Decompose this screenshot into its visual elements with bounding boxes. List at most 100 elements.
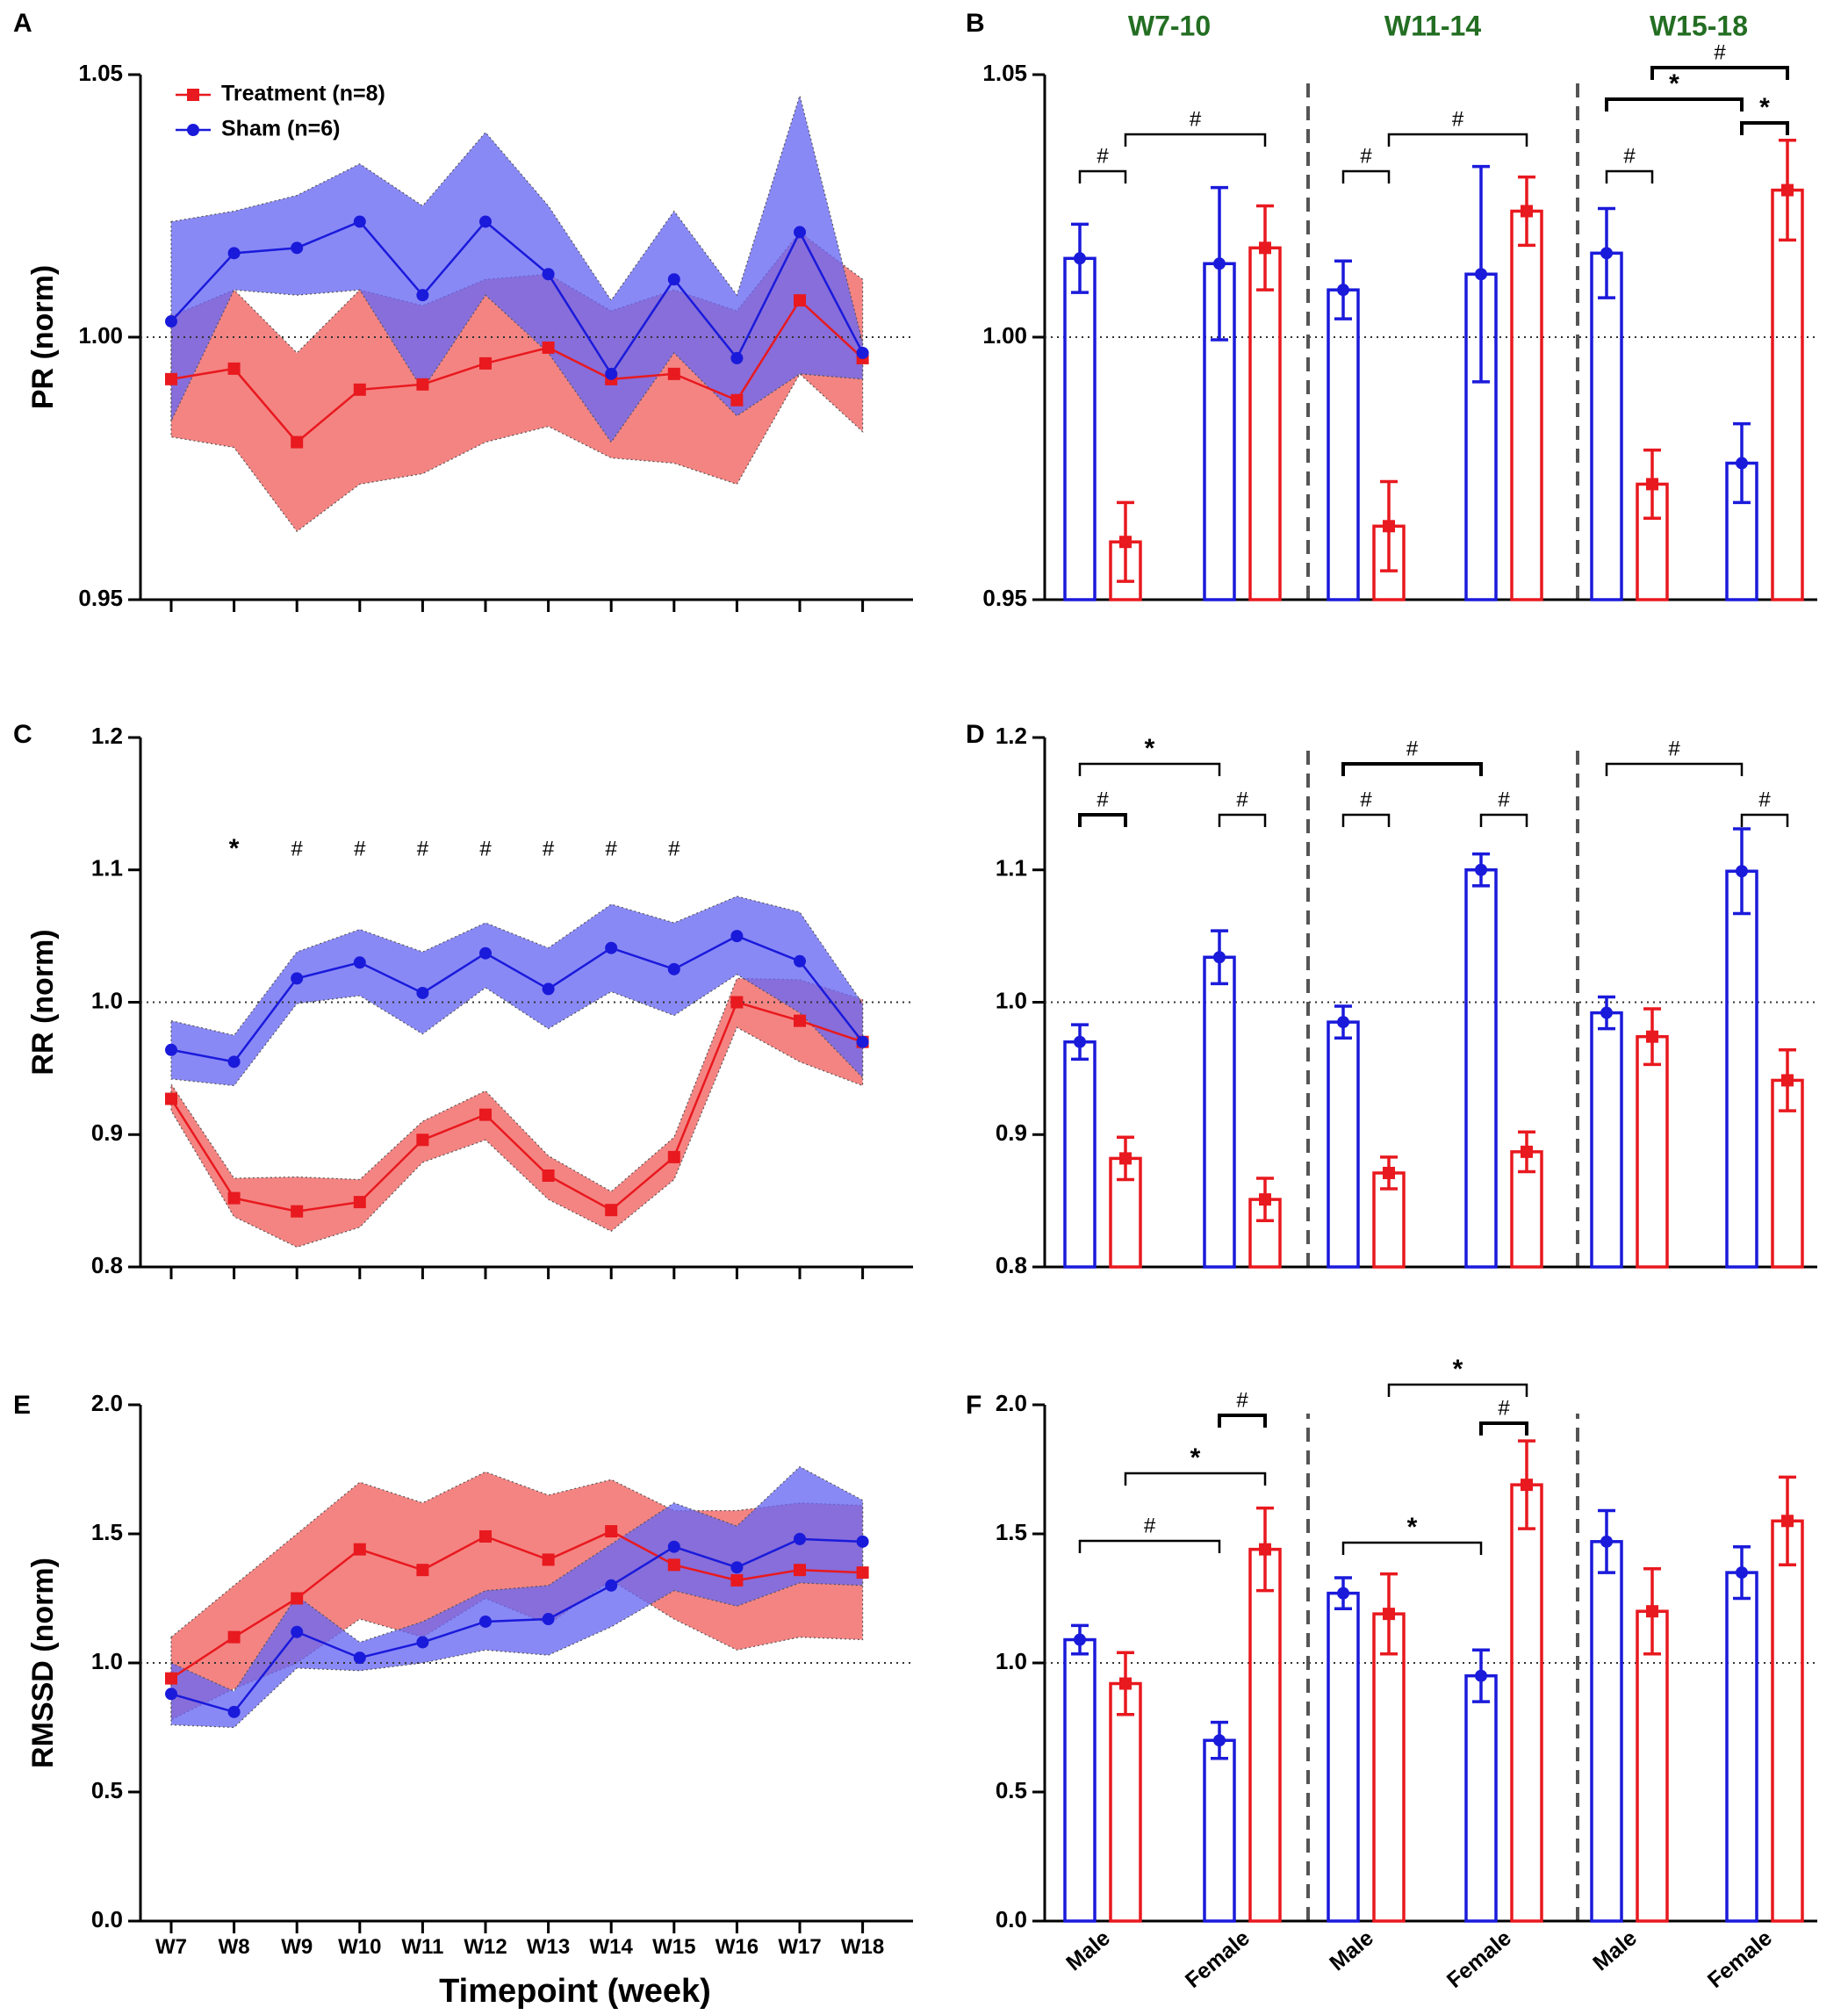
significance-marker: * — [1453, 1355, 1463, 1384]
y-tick-label: 1.5 — [91, 1519, 123, 1545]
significance-bracket — [1341, 169, 1391, 184]
bar — [1109, 1681, 1142, 1923]
y-tick-label: 2.0 — [91, 1390, 123, 1416]
significance-marker: # — [1236, 788, 1248, 811]
group-title: W7-10 — [1128, 10, 1211, 41]
data-point — [479, 1615, 492, 1628]
data-point — [165, 1043, 177, 1056]
bar-mean-marker — [1383, 1608, 1395, 1621]
y-tick-label: 1.1 — [91, 855, 123, 882]
significance-marker: # — [1097, 144, 1109, 168]
data-point — [165, 315, 177, 328]
data-point — [667, 962, 680, 975]
data-point — [353, 1543, 366, 1556]
y-tick-label: 1.5 — [996, 1519, 1027, 1545]
x-tick-label: W13 — [527, 1935, 570, 1959]
bar-mean-marker — [1646, 1030, 1658, 1043]
bar-mean-marker — [1781, 1074, 1794, 1087]
bar — [1590, 1011, 1623, 1269]
bar — [1203, 955, 1236, 1269]
data-point — [227, 1705, 241, 1718]
data-point — [416, 986, 429, 999]
bar — [1063, 256, 1097, 601]
significance-marker: # — [1144, 1514, 1156, 1537]
x-tick-label: W17 — [778, 1935, 821, 1959]
data-point — [856, 1535, 869, 1548]
bar — [1771, 1519, 1804, 1923]
significance-bracket — [1387, 1383, 1528, 1397]
data-point — [794, 226, 806, 239]
data-point — [667, 273, 680, 286]
x-tick-label: W18 — [841, 1935, 884, 1959]
data-point — [227, 247, 241, 260]
data-point — [353, 956, 366, 969]
bar-mean-marker — [1119, 1677, 1132, 1690]
confidence-band — [170, 896, 864, 1087]
series-line — [169, 1000, 863, 1213]
bar-mean-marker — [1383, 1166, 1395, 1179]
data-point — [730, 351, 744, 364]
bar-mean-marker — [1383, 520, 1395, 533]
y-tick-label: 1.00 — [982, 322, 1027, 349]
significance-marker: # — [1668, 737, 1680, 760]
y-tick-label: 0.0 — [996, 1906, 1027, 1932]
confidence-band — [170, 977, 864, 1249]
data-point — [479, 946, 492, 960]
panel-label: F — [966, 1391, 982, 1420]
data-point — [730, 1573, 744, 1587]
data-point — [227, 1191, 241, 1205]
series-line — [170, 1537, 863, 1714]
legend: Treatment (n=8) Sham (n=6) — [176, 82, 385, 141]
bar — [1510, 209, 1543, 601]
data-point — [291, 1625, 304, 1638]
bar-mean-marker — [1074, 252, 1086, 265]
significance-marker: # — [479, 837, 492, 860]
y-tick-label: 0.9 — [996, 1119, 1027, 1146]
data-point — [794, 1014, 806, 1027]
bar-mean-marker — [1521, 1145, 1533, 1158]
significance-bracket — [1740, 121, 1789, 135]
bar-mean-marker — [1337, 284, 1349, 297]
x-tick-label: W15 — [652, 1935, 695, 1959]
chart-panel-E: E 0.0 0.5 1.0 1.5 2.0 RMSSD (norm) W7 W8 W9 W10 W11… — [13, 1390, 913, 1959]
data-point — [542, 1169, 555, 1182]
y-tick-label: 1.0 — [91, 987, 123, 1013]
bar — [1327, 1591, 1360, 1923]
data-point — [479, 215, 492, 228]
bar-mean-marker — [1475, 268, 1487, 281]
significance-bracket — [1605, 762, 1744, 776]
bar-mean-marker — [1475, 1669, 1487, 1682]
data-point — [165, 1688, 177, 1701]
significance-bracket — [1479, 1421, 1528, 1436]
data-point — [416, 378, 429, 391]
bar — [1725, 869, 1758, 1269]
bar-mean-marker — [1736, 1566, 1748, 1580]
x-tick-label: W14 — [590, 1935, 634, 1959]
significance-bracket — [1479, 813, 1528, 827]
y-tick-label: 0.5 — [996, 1777, 1027, 1803]
bar — [1248, 1547, 1282, 1923]
y-tick-label: 0.5 — [91, 1777, 123, 1803]
data-point — [165, 1092, 177, 1105]
legend-marker — [187, 89, 199, 101]
significance-bracket — [1341, 762, 1483, 776]
legend-label: Sham (n=6) — [221, 117, 340, 141]
x-axis-title: Timepoint (week) — [439, 1973, 711, 2010]
data-point — [667, 1540, 680, 1553]
data-point — [605, 1525, 618, 1538]
data-point — [479, 356, 492, 370]
significance-marker: * — [1407, 1513, 1418, 1542]
series-line — [170, 219, 864, 377]
data-point — [856, 346, 869, 359]
x-category-label: Female — [1703, 1925, 1777, 1993]
significance-marker: * — [1190, 1443, 1201, 1472]
confidence-band — [170, 93, 864, 443]
data-point — [291, 1592, 304, 1605]
bar — [1464, 1673, 1498, 1923]
data-point — [542, 268, 555, 281]
bar — [1063, 1637, 1097, 1923]
significance-marker: # — [606, 837, 618, 860]
significance-bracket — [1218, 1414, 1267, 1428]
chart-panel-B: B 0.95 1.00 1.05 # # # # # * * # W7-10 W11-14 W15-18 — [966, 9, 1817, 611]
bar — [1063, 1040, 1097, 1269]
